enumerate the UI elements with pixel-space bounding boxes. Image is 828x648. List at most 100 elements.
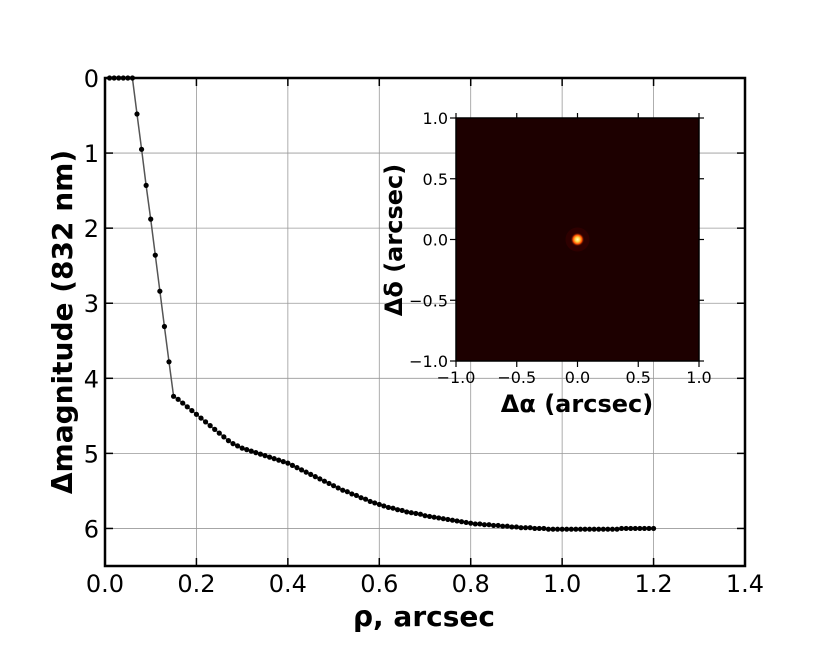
data-point (440, 516, 446, 522)
inset-source (570, 232, 585, 247)
data-point (463, 519, 469, 526)
data-point (116, 75, 122, 81)
data-point (372, 500, 378, 506)
data-point (207, 423, 213, 429)
data-point (527, 525, 533, 531)
inset-y-tick-label: 1.0 (423, 109, 448, 128)
inset-x-tick-label: −0.5 (497, 368, 536, 387)
main-ticks (104, 77, 746, 566)
x-tick-label: 0.6 (360, 570, 398, 598)
data-point (317, 476, 323, 482)
inset-y-axis-label: Δδ (arcsec) (380, 164, 408, 316)
data-point (312, 474, 318, 480)
data-point (303, 469, 309, 475)
inset-y-tick-label: −0.5 (409, 291, 448, 310)
data-point (294, 465, 300, 471)
data-point (385, 504, 392, 511)
data-point (349, 491, 355, 497)
data-point (413, 510, 419, 517)
data-point (330, 483, 337, 489)
data-point (161, 323, 168, 330)
data-point (490, 522, 497, 529)
data-point (600, 526, 606, 532)
data-point (376, 501, 382, 508)
data-point (111, 75, 117, 81)
inset-y-tick-label: 0.5 (423, 170, 448, 189)
data-point (298, 467, 305, 473)
main-y-tick-labels: 0 1 2 3 4 5 6 (84, 65, 99, 543)
data-point (468, 520, 474, 526)
data-point (280, 459, 286, 465)
data-point (285, 460, 291, 466)
data-point (362, 496, 369, 502)
data-point (449, 517, 456, 523)
data-point (134, 111, 140, 117)
data-point (381, 503, 387, 509)
data-point (308, 471, 314, 478)
data-point (586, 526, 593, 532)
data-point (390, 505, 396, 511)
data-point (591, 526, 597, 532)
data-point (568, 526, 574, 532)
data-point (106, 75, 113, 81)
data-point (367, 498, 373, 505)
data-point (513, 524, 520, 530)
data-point (481, 522, 488, 528)
data-point (266, 454, 273, 460)
data-point (253, 450, 259, 456)
data-point (152, 252, 158, 258)
data-point (445, 516, 451, 523)
inset-ticks (450, 113, 704, 367)
y-tick-label: 3 (84, 290, 99, 318)
data-point (394, 507, 401, 513)
data-point (536, 525, 542, 532)
data-point (532, 525, 538, 532)
data-point (221, 434, 227, 440)
x-tick-label: 0.8 (452, 570, 490, 598)
y-tick-label: 4 (84, 365, 99, 393)
x-axis-label: ρ, arcsec (353, 600, 495, 633)
data-point (120, 75, 126, 81)
data-point (193, 411, 200, 417)
data-point (509, 524, 515, 530)
data-point (289, 462, 296, 468)
data-point (573, 526, 579, 532)
inset-x-tick-label: 0.5 (626, 368, 651, 387)
main-x-tick-labels: 0.0 0.2 0.4 0.6 0.8 1.0 1.2 1.4 (86, 570, 764, 598)
data-point (262, 453, 268, 459)
y-tick-label: 0 (84, 65, 99, 93)
data-point (436, 515, 442, 521)
data-point (138, 146, 145, 152)
data-point (582, 526, 588, 532)
data-point (198, 415, 204, 421)
data-point (431, 514, 437, 520)
y-tick-label: 1 (84, 140, 99, 168)
data-point (623, 525, 629, 532)
data-point (234, 443, 241, 449)
data-point (202, 419, 209, 425)
data-point (129, 75, 136, 81)
data-point (248, 448, 254, 454)
data-point (344, 489, 350, 495)
data-point (637, 525, 643, 532)
data-point (216, 430, 222, 436)
data-point (577, 526, 584, 532)
data-point (628, 525, 634, 532)
data-point (404, 509, 410, 515)
series-points (106, 75, 657, 532)
inset-y-tick-label: −1.0 (409, 352, 448, 371)
data-point (564, 526, 570, 532)
data-point (605, 526, 611, 532)
data-point (166, 359, 172, 365)
data-point (170, 393, 177, 399)
x-tick-label: 0.0 (86, 570, 124, 598)
data-point (486, 522, 492, 528)
data-point (180, 400, 186, 406)
data-point (212, 426, 218, 432)
x-tick-label: 0.4 (269, 570, 307, 598)
inset-x-tick-label: 0.0 (565, 368, 590, 387)
inset-x-axis-label: Δα (arcsec) (501, 390, 653, 418)
data-point (641, 525, 648, 532)
inset-y-tick-label: 0.0 (423, 231, 448, 250)
